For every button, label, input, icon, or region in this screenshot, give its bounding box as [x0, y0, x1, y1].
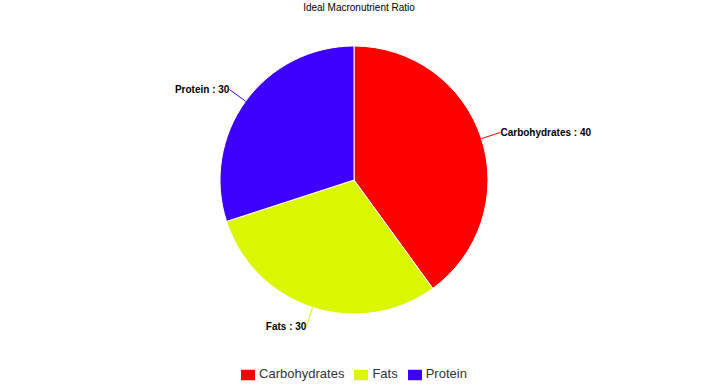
- svg-text:Protein : 30: Protein : 30: [175, 84, 230, 95]
- html-text:Carbohydrates: Carbohydrates: [259, 366, 345, 382]
- html-text:Ideal Macronutrient Ratio: Ideal Macronutrient Ratio: [303, 2, 415, 13]
- svg-text:Fats : 30: Fats : 30: [266, 321, 307, 332]
- svg-text:Carbohydrates : 40: Carbohydrates : 40: [500, 127, 591, 138]
- html-text:Protein: Protein: [425, 366, 467, 382]
- html-text:Fats: Fats: [372, 366, 398, 382]
